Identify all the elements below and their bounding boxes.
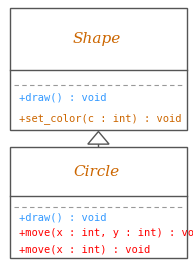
Text: +set_color(c : int) : void: +set_color(c : int) : void — [19, 113, 182, 124]
Text: +move(x : int) : void: +move(x : int) : void — [19, 244, 151, 254]
Text: +draw() : void: +draw() : void — [19, 93, 107, 103]
Polygon shape — [88, 132, 109, 144]
Bar — [10, 8, 187, 130]
Text: +move(x : int, y : int) : void: +move(x : int, y : int) : void — [19, 228, 193, 238]
Text: Shape: Shape — [72, 32, 121, 46]
Text: Circle: Circle — [74, 165, 119, 179]
Bar — [10, 147, 187, 258]
Text: +draw() : void: +draw() : void — [19, 212, 107, 222]
